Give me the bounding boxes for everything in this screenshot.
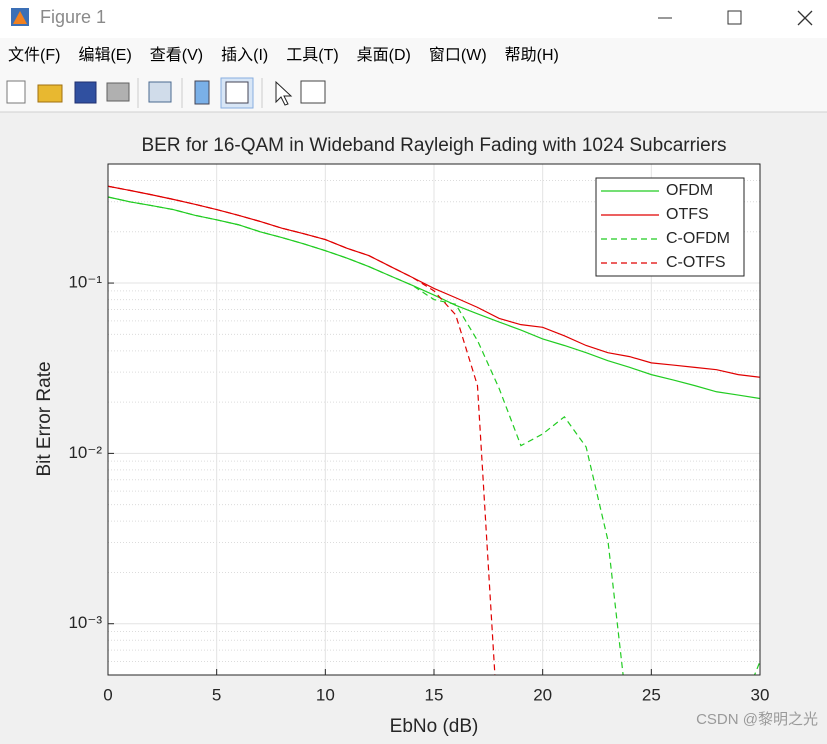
ticks: 0 5 10 15 20 25 30 10⁻³ 10⁻² 10⁻¹ — [68, 273, 769, 705]
chart-title: BER for 16-QAM in Wideband Rayleigh Fadi… — [141, 135, 726, 156]
legend-label: C-OTFS — [666, 254, 726, 271]
menu-item[interactable]: 帮助(H) — [505, 46, 559, 64]
y-tick-label: 10⁻² — [68, 443, 102, 462]
y-tick-label: 10⁻¹ — [68, 273, 102, 292]
menu-item[interactable]: 插入(I) — [221, 46, 268, 64]
tool-open[interactable] — [37, 84, 63, 103]
legend-label: C-OFDM — [666, 230, 730, 247]
maximize-button[interactable] — [727, 10, 742, 25]
menu-item[interactable]: 窗口(W) — [429, 46, 487, 64]
tool-pointer[interactable] — [275, 80, 293, 106]
toolbar — [6, 77, 326, 109]
menu-item[interactable]: 查看(V) — [150, 46, 203, 64]
menu-item[interactable]: 文件(F) — [8, 46, 60, 64]
series-line — [108, 196, 760, 675]
watermark: CSDN @黎明之光 — [696, 711, 818, 728]
x-tick-label: 20 — [533, 685, 552, 704]
tool-print[interactable] — [106, 82, 130, 102]
legend-box — [595, 177, 745, 277]
tool-link[interactable] — [148, 81, 172, 103]
y-axis-label: Bit Error Rate — [34, 361, 55, 476]
menu-bar: 文件(F) 编辑(E) 查看(V) 插入(I) 工具(T) 桌面(D) 窗口(W) 帮助(H) — [8, 46, 559, 64]
tool-colorbar[interactable] — [194, 80, 210, 105]
tool-new[interactable] — [6, 80, 26, 104]
legend-label: OTFS — [666, 206, 709, 223]
tool-property[interactable] — [300, 80, 326, 104]
x-axis-label: EbNo (dB) — [390, 716, 479, 737]
x-tick-label: 10 — [316, 685, 335, 704]
x-tick-label: 5 — [212, 685, 221, 704]
series-line — [108, 185, 496, 675]
menu-item[interactable]: 桌面(D) — [357, 46, 411, 64]
y-tick-label: 10⁻³ — [68, 613, 102, 632]
tool-save[interactable] — [74, 81, 97, 104]
legend: OFDM OTFS C-OFDM C-OTFS — [595, 177, 745, 277]
x-tick-label: 15 — [425, 685, 444, 704]
x-tick-label: 0 — [103, 685, 112, 704]
close-button[interactable] — [797, 10, 813, 26]
window-title: Figure 1 — [40, 7, 106, 27]
lines — [108, 185, 760, 675]
title-bar — [0, 0, 827, 38]
app-icon-shape — [13, 11, 27, 24]
legend-label: OFDM — [666, 182, 713, 199]
x-tick-label: 30 — [751, 685, 770, 704]
grid — [107, 164, 761, 675]
x-tick-label: 25 — [642, 685, 661, 704]
menu-item[interactable]: 工具(T) — [286, 47, 338, 64]
menu-item[interactable]: 编辑(E) — [78, 46, 131, 64]
tool-legend[interactable] — [225, 81, 249, 104]
